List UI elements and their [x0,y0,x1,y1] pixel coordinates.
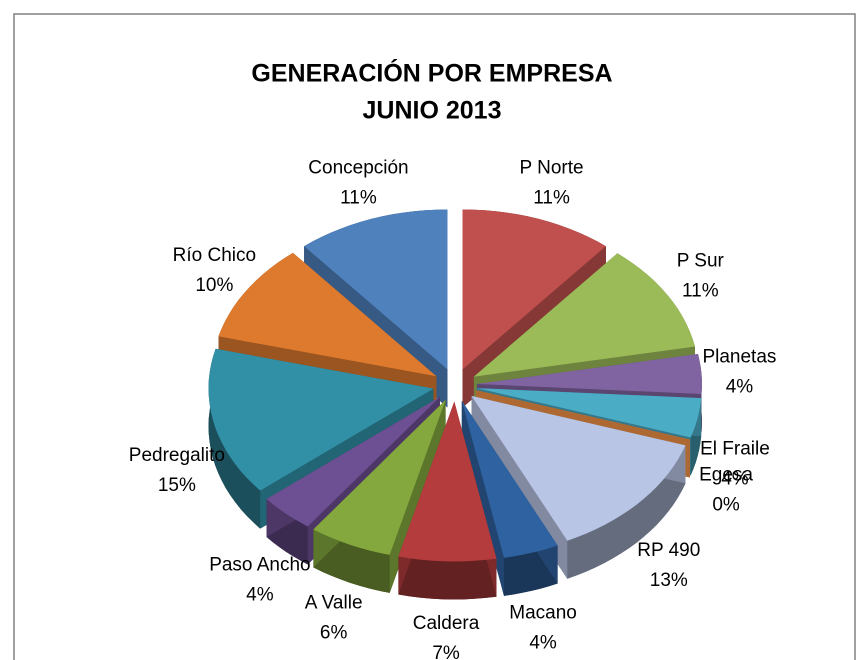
data-label-value: 4% [721,468,749,489]
slice-top [471,395,686,541]
data-label-name: RP 490 [637,540,700,561]
data-label-value: 4% [726,377,754,398]
data-label-name: Concepción [308,158,408,179]
data-label-name: Río Chico [173,245,256,266]
chart-title: GENERACIÓN POR EMPRESA [251,58,612,88]
slice-top [476,388,702,438]
data-label-name: Pedregalito [129,445,225,466]
slice-top [304,209,448,370]
data-label-value: 11% [340,188,377,209]
data-label-name: Egesa [699,464,753,485]
data-label-value: 4% [529,632,557,653]
slice-wall [398,556,497,600]
data-label-name: Planetas [702,347,776,368]
slice-wall [567,445,686,579]
data-label-value: 0% [712,494,740,515]
data-label-value: 4% [246,585,274,606]
slice-top [475,390,690,440]
data-label-name: Paso Ancho [209,555,310,576]
data-label-value: 11% [682,281,719,302]
data-label-value: 11% [533,188,570,209]
data-label-name: A Valle [305,593,363,614]
data-label-name: Macano [509,602,577,623]
slice-top [461,400,558,558]
slice-top [266,397,440,527]
data-label-name: P Norte [520,158,584,179]
slice-top [398,401,497,562]
slice-top [477,354,702,394]
slice-wall [208,348,261,529]
slice-edge [461,400,504,596]
slice-top [473,253,695,377]
data-label-name: P Sur [677,251,725,272]
chart-subtitle: JUNIO 2013 [363,97,502,125]
data-label-value: 6% [320,623,348,644]
slice-top [462,209,606,370]
data-label-name: El Fraile [700,438,770,459]
data-label-value: 13% [650,570,688,591]
slice-top [313,399,446,555]
data-label-value: 10% [195,275,233,296]
data-label-value: 7% [432,643,460,660]
slice-top [208,348,434,491]
slice [398,401,497,600]
data-label-name: Caldera [413,613,480,634]
data-label-value: 15% [158,475,196,496]
slice [461,400,558,596]
slice-top [218,252,437,377]
